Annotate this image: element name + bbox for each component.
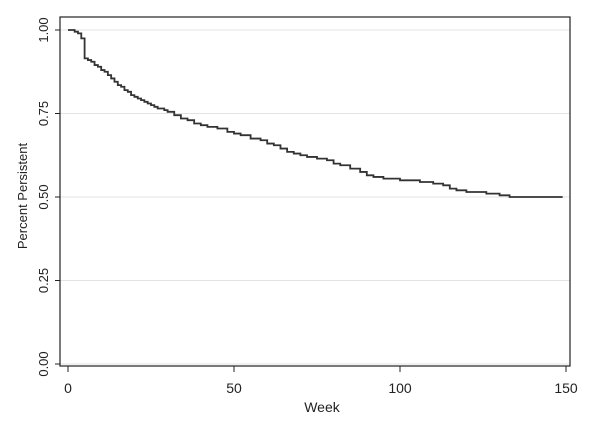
y-tick-label-3: 0.75: [36, 101, 51, 126]
y-tick-label-4: 1.00: [36, 17, 51, 42]
x-axis-label: Week: [304, 399, 341, 415]
y-tick-label-1: 0.25: [36, 268, 51, 293]
y-tick-label-2: 0.50: [36, 184, 51, 209]
plot-area-border: [59, 16, 571, 367]
x-tick-label-1: 50: [226, 380, 242, 396]
x-tick-label-2: 100: [388, 380, 412, 396]
gridlines: [60, 29, 570, 365]
axes: 0.00 0.25 0.50 0.75 1.00 0 50 100 150: [36, 17, 578, 396]
survival-step-line-0: [68, 29, 563, 198]
y-tick-label-0: 0.00: [36, 351, 51, 376]
x-tick-label-3: 150: [554, 380, 578, 396]
x-tick-label-0: 0: [64, 380, 72, 396]
series-layer: [68, 29, 563, 198]
y-axis-label: Percent Persistent: [15, 143, 30, 250]
